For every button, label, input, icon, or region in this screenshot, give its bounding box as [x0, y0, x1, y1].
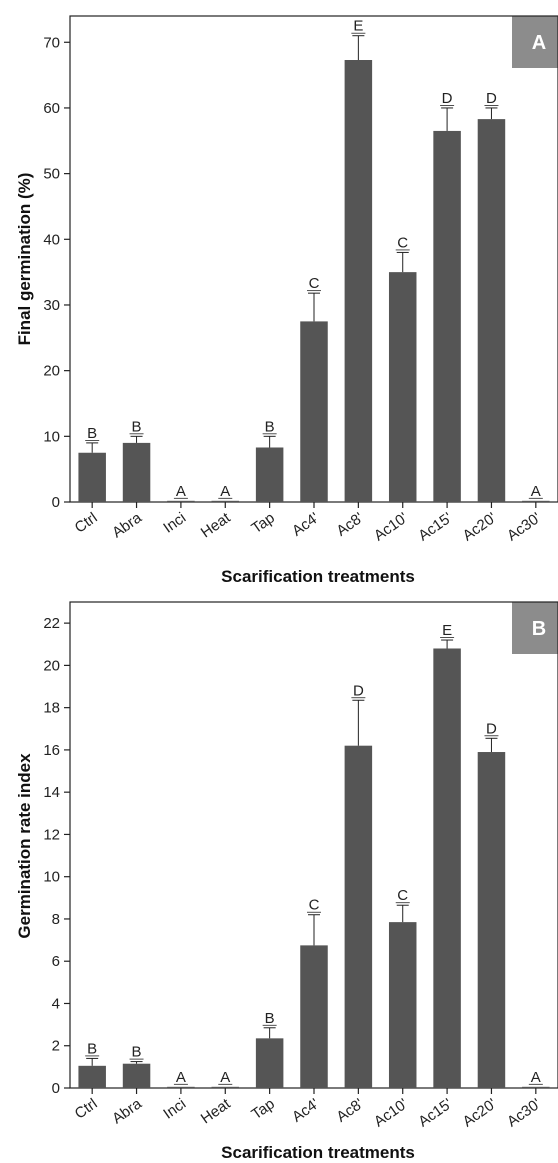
panel-b-bar [522, 1086, 550, 1088]
panel-b-x-tick-label: Ac10' [371, 1095, 411, 1130]
panel-b-significance-label: A [220, 1069, 230, 1086]
panel-a-significance-label: D [486, 90, 497, 107]
panel-a-x-tick-label: Ac15' [415, 509, 455, 544]
panel-a-significance-label: B [265, 418, 275, 435]
panel-a-bar [433, 130, 461, 502]
panel-b-significance-label: B [265, 1010, 275, 1027]
panel-a-label: A [532, 32, 546, 54]
panel-a-x-tick-label: Ac4' [289, 509, 322, 539]
panel-a-bar [477, 119, 506, 502]
panel-a-x-tick-label: Inci [160, 509, 189, 536]
panel-b-bar [344, 745, 373, 1088]
panel-b-x-tick-label: Ac8' [333, 1095, 366, 1125]
panel-a-significance-label: C [397, 234, 408, 251]
panel-b-y-tick-label: 16 [43, 742, 60, 759]
panel-a-significance-label: B [132, 418, 142, 435]
panel-a-y-tick-label: 60 [43, 100, 60, 117]
panel-a-x-tick-label: Heat [198, 509, 234, 542]
panel-b-significance-label: C [309, 897, 320, 914]
panel-b-y-tick-label: 10 [43, 869, 60, 886]
panel-a: A Final germination (%) Scarification tr… [15, 15, 558, 586]
panel-a-y-tick-label: 70 [43, 34, 60, 51]
panel-a-x-tick-label: Abra [109, 509, 145, 541]
panel-b-label-box [512, 602, 558, 654]
panel-b-y-tick-label: 20 [43, 657, 60, 674]
panel-b-y-tick-label: 8 [52, 911, 60, 928]
panel-b-significance-label: A [176, 1069, 186, 1086]
panel-a-y-tick-label: 50 [43, 166, 60, 183]
panel-b-x-axis-title: Scarification treatments [221, 1143, 415, 1162]
panel-b-bar [78, 1065, 106, 1088]
panel-b-significance-label: E [442, 622, 452, 639]
panel-b-significance-label: C [397, 887, 408, 904]
panel-b-x-tick-label: Ac15' [415, 1095, 455, 1130]
panel-b-x-tick-label: Ac30' [504, 1095, 544, 1130]
panel-b-bar [255, 1038, 284, 1088]
panel-a-bar [255, 447, 284, 502]
panel-b-y-tick-label: 6 [52, 953, 60, 970]
panel-a-significance-label: A [220, 483, 230, 500]
panel-b-significance-label: B [87, 1040, 97, 1057]
panel-a-bar [344, 60, 373, 503]
panel-b-y-tick-label: 18 [43, 700, 60, 717]
panel-b-bar [167, 1086, 195, 1088]
panel-a-x-tick-label: Ac10' [371, 509, 411, 544]
panel-b-bar [300, 945, 328, 1088]
panel-a-x-tick-label: Ac20' [460, 509, 500, 544]
panel-a-x-axis-title: Scarification treatments [221, 567, 415, 586]
panel-b-significance-label: A [531, 1069, 541, 1086]
panel-a-bar [522, 500, 550, 502]
panel-b-x-tick-label: Ac20' [460, 1095, 500, 1130]
panel-a-x-tick-label: Ac30' [504, 509, 544, 544]
panel-a-bar [78, 452, 106, 502]
panel-a-bar [388, 272, 417, 502]
panel-b-bar [211, 1086, 240, 1088]
panel-b-bar [433, 648, 461, 1088]
panel-a-y-tick-label: 40 [43, 231, 60, 248]
panel-b-label: B [532, 618, 546, 640]
panel-a-significance-label: B [87, 425, 97, 442]
panel-a-significance-label: D [442, 90, 453, 107]
panel-a-y-tick-label: 30 [43, 297, 60, 314]
panel-a-significance-label: A [531, 483, 541, 500]
panel-b-significance-label: D [486, 720, 497, 737]
panel-b: B Germination rate index Scarification t… [15, 601, 558, 1162]
panel-b-y-tick-label: 12 [43, 826, 60, 843]
panel-b-y-tick-label: 22 [43, 615, 60, 632]
panel-b-x-tick-label: Abra [109, 1095, 145, 1127]
panel-b-bar [477, 752, 506, 1088]
panel-a-y-tick-label: 0 [52, 494, 60, 511]
panel-b-x-tick-label: Ctrl [72, 1095, 101, 1122]
panel-a-bar [211, 500, 240, 502]
panel-b-x-tick-label: Ac4' [289, 1095, 322, 1125]
panel-b-significance-label: D [353, 682, 364, 699]
panel-a-significance-label: E [353, 18, 363, 35]
panel-b-x-tick-label: Tap [248, 1095, 278, 1123]
panel-a-x-tick-label: Ac8' [333, 509, 366, 539]
panel-a-x-tick-label: Ctrl [72, 509, 101, 536]
panel-a-x-tick-label: Tap [248, 509, 278, 537]
panel-b-bar [122, 1063, 151, 1088]
panel-a-label-box [512, 16, 558, 68]
panel-b-x-tick-label: Heat [198, 1095, 234, 1128]
panel-b-y-tick-label: 0 [52, 1080, 60, 1097]
panel-a-y-tick-label: 10 [43, 428, 60, 445]
panel-b-significance-label: B [132, 1044, 142, 1061]
panel-b-bar [388, 922, 417, 1088]
panel-a-bar [300, 321, 328, 502]
panel-b-x-tick-label: Inci [160, 1095, 189, 1122]
panel-a-significance-label: C [309, 275, 320, 292]
panel-b-y-tick-label: 14 [43, 784, 60, 801]
panel-b-y-tick-label: 2 [52, 1038, 60, 1055]
panel-a-y-axis-title: Final germination (%) [15, 173, 34, 346]
panel-a-y-tick-label: 20 [43, 363, 60, 380]
panel-b-y-axis-title: Germination rate index [15, 753, 34, 939]
panel-a-significance-label: A [176, 483, 186, 500]
panel-a-bar [167, 500, 195, 502]
panel-a-bar [122, 442, 151, 502]
panel-b-y-tick-label: 4 [52, 995, 60, 1012]
